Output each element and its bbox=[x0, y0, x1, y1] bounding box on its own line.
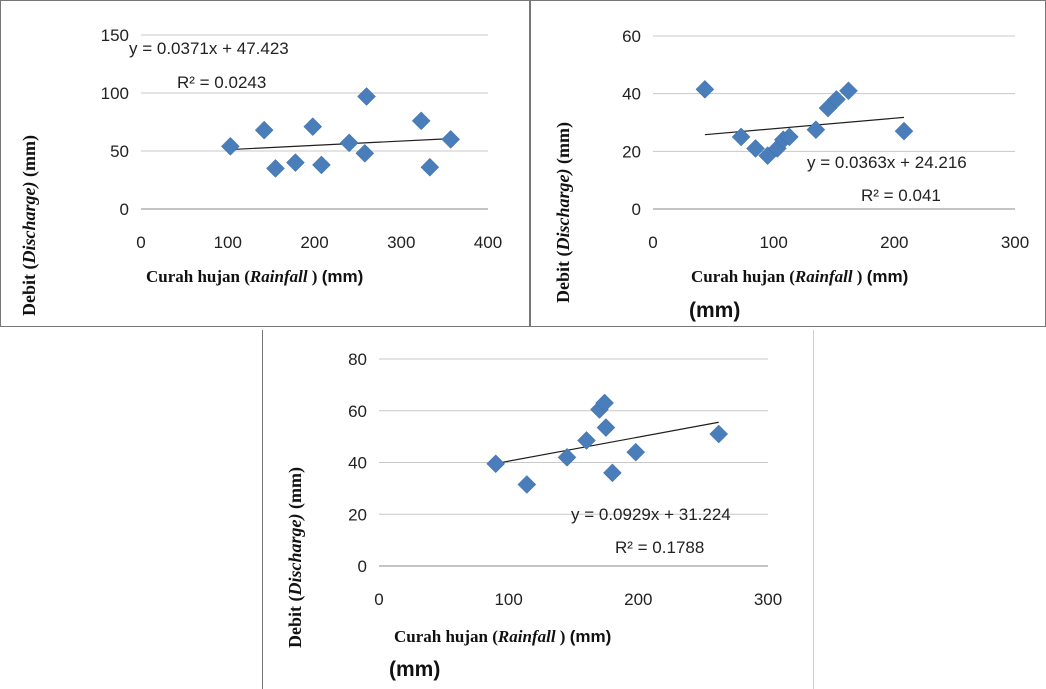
data-point bbox=[355, 143, 375, 163]
r-squared-label: R² = 0.0243 bbox=[177, 73, 266, 92]
data-point bbox=[220, 137, 240, 156]
trendline bbox=[230, 138, 451, 151]
x-tick-label: 300 bbox=[1001, 233, 1029, 252]
x-tick-label: 200 bbox=[300, 233, 328, 252]
trendline bbox=[495, 421, 719, 465]
x-tick-label: 400 bbox=[474, 233, 502, 252]
data-point bbox=[806, 120, 826, 140]
data-point bbox=[517, 475, 537, 494]
data-point bbox=[303, 117, 323, 136]
data-point bbox=[839, 81, 858, 101]
data-point bbox=[731, 127, 751, 147]
y-tick-label: 150 bbox=[101, 26, 129, 45]
r-squared-label: R² = 0.041 bbox=[861, 186, 941, 205]
data-point bbox=[486, 454, 506, 474]
data-point bbox=[411, 111, 431, 131]
data-point bbox=[577, 431, 596, 450]
data-point bbox=[827, 90, 846, 109]
y-axis-label-1: Debit (Discharge) (mm) bbox=[19, 135, 39, 316]
data-point bbox=[894, 121, 914, 141]
trendline-equation: y = 0.0363x + 24.216 bbox=[807, 153, 967, 172]
x-tick-label: 0 bbox=[374, 590, 383, 609]
scatter-plot-1: 0 50 100 150 0 100 200 300 400 y = 0.0371x + 47.4… bbox=[101, 26, 503, 252]
trendline bbox=[704, 116, 905, 136]
y-tick-label: 40 bbox=[622, 85, 641, 104]
y-tick-label: 20 bbox=[622, 142, 641, 161]
y-tick-label: 0 bbox=[358, 557, 367, 576]
y-tick-label: 60 bbox=[622, 27, 641, 46]
x-axis-label-1: Curah hujan (Rainfall ) (mm) bbox=[146, 267, 364, 286]
data-point bbox=[557, 447, 577, 467]
x-tick-label: 300 bbox=[387, 233, 415, 252]
data-point bbox=[312, 155, 331, 175]
y-tick-label: 40 bbox=[348, 454, 367, 473]
x-tick-label: 100 bbox=[759, 233, 787, 252]
y-tick-label: 20 bbox=[348, 505, 367, 524]
r-squared-label: R² = 0.1788 bbox=[615, 538, 704, 557]
data-point bbox=[266, 159, 285, 178]
data-point bbox=[695, 79, 715, 99]
x-tick-label: 200 bbox=[624, 590, 652, 609]
scatter-plot-3: 0 20 40 60 80 0 100 200 300 y = 0.0929x + 31.224 R… bbox=[348, 350, 782, 609]
data-point bbox=[286, 153, 305, 172]
x-tick-label: 300 bbox=[754, 590, 782, 609]
data-point bbox=[596, 418, 616, 437]
chart-panel-3: 0 20 40 60 80 0 100 200 300 y = 0.0929x + 31.224 R… bbox=[262, 330, 814, 689]
data-point bbox=[603, 463, 622, 483]
x-axis-label-2: Curah hujan (Rainfall ) (mm) bbox=[691, 267, 909, 286]
data-point bbox=[746, 139, 765, 158]
data-point bbox=[339, 133, 359, 153]
y-tick-label: 0 bbox=[632, 200, 641, 219]
x-axis-label-3: Curah hujan (Rainfall ) (mm) bbox=[394, 627, 612, 646]
y-tick-label: 60 bbox=[348, 402, 367, 421]
scatter-plot-2: 0 20 40 60 0 100 200 300 y = 0.0363x + 24.216 R² … bbox=[622, 27, 1029, 252]
data-point bbox=[254, 120, 274, 140]
x-tick-label: 200 bbox=[880, 233, 908, 252]
y-tick-label: 50 bbox=[110, 142, 129, 161]
x-tick-label: 0 bbox=[136, 233, 145, 252]
data-point bbox=[626, 442, 646, 462]
x-tick-label: 100 bbox=[214, 233, 242, 252]
chart-panel-1: 0 50 100 150 0 100 200 300 400 y = 0.0371x + 47.4… bbox=[0, 0, 530, 327]
trendline-equation: y = 0.0929x + 31.224 bbox=[571, 505, 731, 524]
data-point bbox=[709, 424, 729, 444]
data-point bbox=[441, 130, 461, 149]
y-axis-label-2: Debit (Discharge) (mm) bbox=[553, 122, 573, 303]
data-point bbox=[420, 157, 440, 177]
y-axis-label-3: Debit (Discharge) (mm) bbox=[285, 467, 305, 648]
data-point bbox=[779, 127, 799, 147]
x-tick-label: 0 bbox=[648, 233, 657, 252]
y-tick-label: 100 bbox=[101, 84, 129, 103]
y-tick-label: 0 bbox=[120, 200, 129, 219]
trendline-equation: y = 0.0371x + 47.423 bbox=[129, 39, 289, 58]
extra-unit-label-2: (mm) bbox=[689, 299, 741, 322]
x-tick-label: 100 bbox=[494, 590, 522, 609]
extra-unit-label-3: (mm) bbox=[389, 658, 441, 681]
data-point bbox=[595, 393, 614, 413]
y-tick-label: 80 bbox=[348, 350, 367, 369]
data-point bbox=[357, 87, 376, 106]
chart-panel-2: 0 20 40 60 0 100 200 300 y = 0.0363x + 24.216 R² … bbox=[530, 0, 1046, 327]
